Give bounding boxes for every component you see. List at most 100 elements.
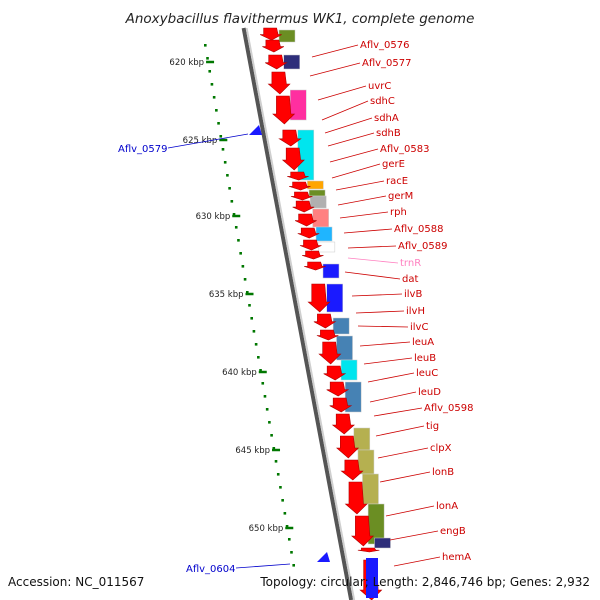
gene-leader-line: [359, 341, 411, 347]
cog-box: [374, 537, 391, 549]
gene-leader-line: [369, 391, 417, 403]
gene-label: racE: [386, 176, 408, 187]
gene-arrow: [265, 54, 288, 70]
tick-label: 630 kbp: [196, 212, 231, 222]
backbone-highlight: [245, 27, 356, 600]
genome-summary: Topology: circular; Length: 2,846,746 bp…: [259, 575, 590, 589]
guide-dot: [272, 447, 276, 450]
guide-dot: [215, 109, 218, 112]
gene-arrow: [292, 200, 315, 213]
cog-box: [353, 427, 371, 451]
gene-leader-line: [393, 556, 441, 567]
guide-dot: [268, 421, 271, 424]
map-title: Anoxybacillus flavithermus WK1, complete…: [125, 11, 475, 27]
guide-dot: [239, 252, 242, 255]
gene-arrow: [316, 329, 339, 341]
gene-arrow: [297, 227, 320, 239]
gene-label: ilvH: [406, 306, 425, 317]
gene-label: lonB: [432, 467, 454, 478]
guide-dot: [243, 278, 247, 281]
cog-box: [318, 241, 336, 253]
guide-dot: [221, 148, 225, 151]
gene-label: engB: [440, 526, 466, 537]
gene-arrow: [318, 341, 342, 365]
gene-label: rph: [390, 207, 407, 218]
cog-box: [283, 54, 300, 70]
tick-label: 625 kbp: [183, 136, 218, 146]
gene-label: gerE: [382, 159, 405, 170]
tick-label: 640 kbp: [222, 368, 257, 378]
gene-leader-line: [357, 325, 409, 328]
gene-leader-line: [329, 148, 379, 163]
gene-arrow: [288, 181, 311, 191]
guide-dot: [257, 356, 260, 359]
guide-dot: [219, 135, 223, 138]
gene-arrow: [336, 435, 360, 459]
gene-leader-line: [375, 425, 425, 437]
gene-label: ilvB: [404, 289, 422, 300]
cog-box: [312, 208, 329, 228]
gene-leader-line: [355, 310, 405, 314]
gene-arrow: [267, 71, 291, 95]
guide-dot: [228, 187, 231, 190]
guide-dot: [248, 304, 251, 307]
gene-arrow: [278, 129, 302, 147]
gene-leader-line: [373, 407, 423, 417]
cog-box: [322, 263, 340, 279]
gene-leader-line: [377, 447, 429, 459]
cog-box: [336, 335, 353, 361]
accession-label: Accession: NC_011567: [8, 575, 144, 589]
guide-dot: [274, 460, 278, 463]
gene-leader-line: [347, 245, 397, 249]
guide-dot: [204, 44, 207, 47]
guide-dot: [263, 395, 267, 398]
gene-leader-line: [367, 372, 415, 383]
gene-arrow: [307, 283, 331, 313]
cog-box: [362, 473, 379, 505]
gene-arrow: [272, 95, 296, 125]
gene-label: Aflv_0588: [394, 224, 444, 235]
guide-dot: [279, 486, 282, 489]
guide-dot: [285, 525, 289, 528]
gene-label: Aflv_0577: [362, 58, 412, 69]
reverse-gene-arrow: [317, 552, 330, 562]
gene-label: gerM: [388, 191, 413, 202]
guide-dot: [217, 122, 220, 125]
gene-leader-line: [347, 257, 399, 264]
cog-box: [326, 283, 344, 313]
gene-label: leuC: [416, 368, 438, 379]
gene-arrow: [331, 413, 355, 435]
gene-label: tig: [426, 421, 439, 432]
guide-dot: [261, 382, 265, 385]
cog-box: [308, 189, 326, 197]
gene-leader-line: [344, 271, 401, 280]
gene-label: Aflv_0598: [424, 403, 474, 414]
guide-dot: [241, 265, 245, 268]
guide-dot: [283, 512, 287, 515]
gene-arrow: [357, 547, 380, 553]
gene-label: sdhB: [376, 128, 401, 139]
guide-dot: [254, 343, 258, 346]
guide-dot: [212, 96, 216, 99]
gene-leader-line: [379, 471, 431, 483]
gene-arrow: [351, 515, 375, 547]
guide-dot: [290, 551, 293, 554]
genome-backbone: [241, 27, 356, 600]
gene-label: sdhC: [370, 96, 395, 107]
gene-leader-line: [321, 100, 369, 121]
gene-leader-line: [309, 62, 361, 77]
gene-leader-line: [235, 563, 291, 569]
guide-dot: [210, 83, 214, 86]
gene-leader-line: [389, 530, 439, 541]
guide-dot: [281, 499, 284, 502]
gene-label: leuD: [418, 387, 441, 398]
guide-dot: [245, 291, 249, 294]
gene-arrow: [340, 459, 364, 481]
reverse-genes: [249, 125, 378, 598]
guide-dot: [252, 330, 256, 333]
gene-leader-line: [339, 211, 389, 219]
gene-arrow: [301, 250, 324, 260]
gene-arrow: [262, 39, 285, 53]
gene-leader-line: [311, 44, 359, 58]
guide-dot: [259, 369, 262, 372]
